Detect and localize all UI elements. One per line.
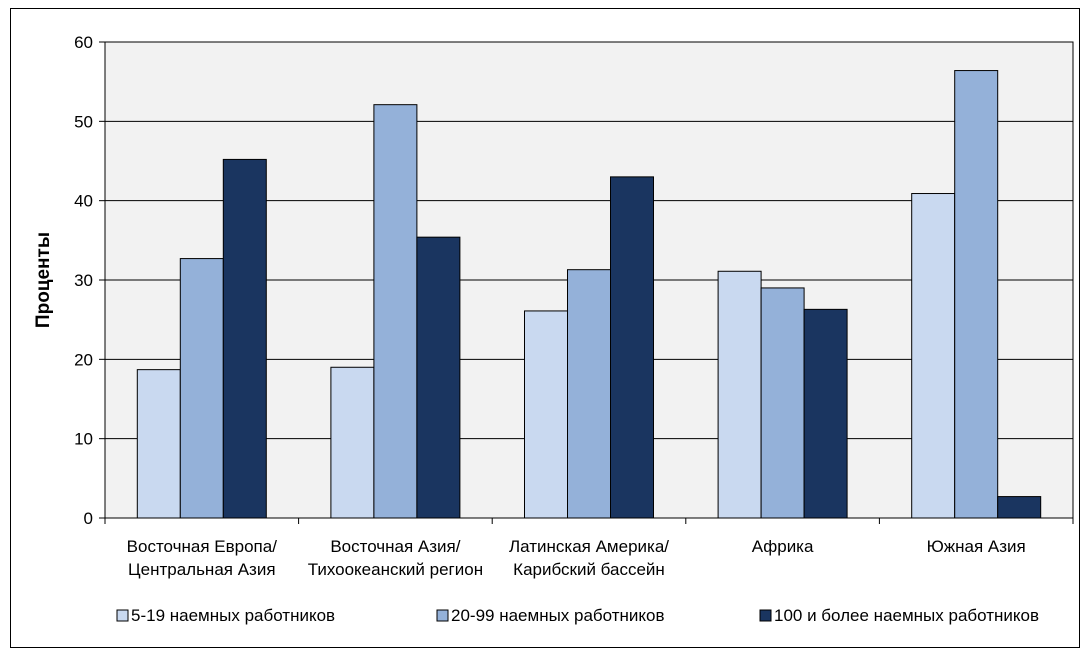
chart-frame: 0 10 20 30 40 50 60 Восточная Европа/Центральн… <box>10 8 1080 648</box>
legend-label: 5-19 наемных работников <box>131 606 335 625</box>
bar <box>373 104 418 519</box>
bar <box>222 158 267 519</box>
legend-swatch <box>116 609 129 622</box>
x-category-label: Латинская Америка/Карибский бассейн <box>509 537 669 579</box>
bar <box>524 310 568 519</box>
bar <box>416 236 461 519</box>
bar <box>567 269 611 519</box>
legend: 5-19 наемных работников 20-99 наемных раб… <box>116 606 1039 625</box>
y-axis-ticks: 0 10 20 30 40 50 60 <box>74 33 105 528</box>
x-category-label: Африка <box>752 537 814 556</box>
x-axis-labels: Восточная Европа/Центральная Азия Восточн… <box>104 518 1074 579</box>
y-tick-label: 40 <box>74 192 93 211</box>
legend-label: 100 и более наемных работников <box>774 606 1039 625</box>
legend-label: 20-99 наемных работников <box>451 606 665 625</box>
y-tick-label: 50 <box>74 112 93 131</box>
x-category-label: Южная Азия <box>927 537 1026 556</box>
legend-swatch <box>436 609 449 622</box>
bar <box>760 287 805 519</box>
bar <box>136 369 181 519</box>
bar <box>911 193 956 519</box>
y-tick-label: 0 <box>84 509 93 528</box>
bars <box>136 70 1042 519</box>
bar-chart: 0 10 20 30 40 50 60 Восточная Европа/Центральн… <box>33 33 1074 625</box>
bar <box>610 176 654 519</box>
bar <box>179 258 224 519</box>
bar <box>954 70 999 519</box>
y-axis-label: Проценты <box>33 232 54 328</box>
y-tick-label: 10 <box>74 430 93 449</box>
x-category-label: Восточная Европа/Центральная Азия <box>127 537 278 579</box>
x-category-label: Восточная Азия/Тихоокеанский регион <box>308 537 483 579</box>
y-tick-label: 30 <box>74 271 93 290</box>
y-tick-label: 20 <box>74 350 93 369</box>
y-tick-label: 60 <box>74 33 93 52</box>
legend-swatch <box>759 609 772 622</box>
bar <box>803 308 848 519</box>
bar <box>997 496 1042 519</box>
bar <box>330 366 375 519</box>
bar <box>717 270 762 519</box>
